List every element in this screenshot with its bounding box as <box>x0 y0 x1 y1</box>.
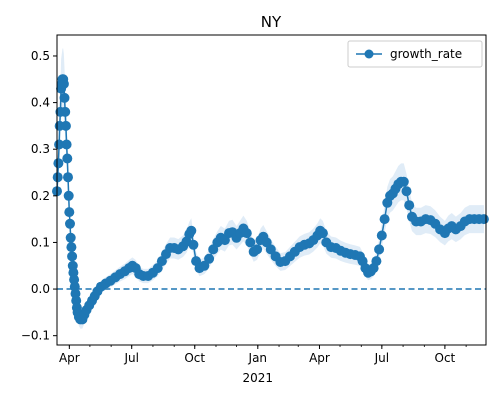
uncertainty-band <box>57 48 484 329</box>
data-point <box>379 214 390 225</box>
data-point <box>199 260 210 271</box>
data-point <box>62 153 73 164</box>
plot-area-frame <box>56 34 487 346</box>
legend-label: growth_rate <box>390 47 462 61</box>
data-point <box>204 253 215 264</box>
data-point <box>188 239 199 250</box>
x-tick-label: Apr <box>309 351 330 365</box>
data-point <box>245 237 256 248</box>
x-tick-label: Jul <box>123 351 138 365</box>
x-axis-label: 2021 <box>243 371 274 385</box>
y-tick-label: 0.4 <box>31 96 50 110</box>
data-point <box>186 225 197 236</box>
y-tick-label: 0.3 <box>31 142 50 156</box>
series-line-layer <box>56 78 484 321</box>
y-tick-label: 0.1 <box>31 235 50 249</box>
data-point <box>64 207 75 218</box>
data-point <box>252 244 263 255</box>
data-point <box>265 244 276 255</box>
data-point <box>58 78 69 89</box>
data-point <box>63 172 73 183</box>
y-tick-label: 0.0 <box>31 282 50 296</box>
y-tick-label: −0.1 <box>21 329 50 343</box>
data-point <box>376 230 387 241</box>
x-tick-label: Jan <box>248 351 268 365</box>
legend-box <box>347 40 483 68</box>
x-tick-label: Oct <box>184 351 205 365</box>
data-point <box>61 139 72 150</box>
y-tick-label: 0.5 <box>31 49 50 63</box>
data-point <box>371 256 382 267</box>
data-point <box>60 106 71 117</box>
data-point <box>53 158 64 169</box>
series-marker-layer <box>52 74 489 325</box>
x-tick-label: Oct <box>435 351 456 365</box>
y-tick-label: 0.2 <box>31 189 50 203</box>
uncertainty-band-layer <box>57 48 484 329</box>
data-point <box>398 176 409 187</box>
series-line-growth-rate <box>56 78 484 321</box>
data-point <box>241 228 252 239</box>
legend: growth_rate <box>347 40 483 68</box>
data-point <box>401 186 412 197</box>
data-point <box>65 232 76 243</box>
data-point <box>59 92 70 103</box>
data-point <box>404 200 415 211</box>
data-point <box>63 190 74 201</box>
x-tick-label: Jul <box>374 351 389 365</box>
legend-marker-swatch <box>364 49 374 59</box>
data-point <box>478 214 489 225</box>
data-point <box>374 244 385 255</box>
chart-title: NY <box>261 13 282 31</box>
data-point <box>60 120 71 131</box>
y-axis-ticks: −0.1 0.0 0.1 0.2 0.3 0.4 0.5 <box>21 49 57 343</box>
data-point <box>317 228 328 239</box>
x-tick-label: Apr <box>59 351 80 365</box>
data-point <box>65 218 75 229</box>
data-point <box>67 251 78 262</box>
data-point <box>66 242 77 253</box>
data-point <box>52 172 63 183</box>
x-axis-ticks: Apr Jul Oct Jan Apr Jul Oct <box>59 345 467 365</box>
